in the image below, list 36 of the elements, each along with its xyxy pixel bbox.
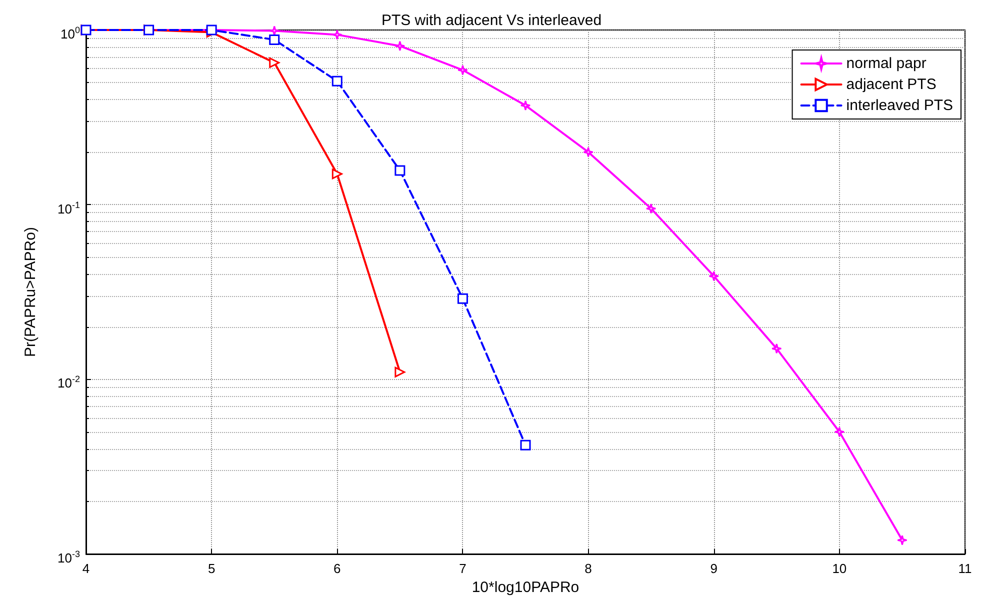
- legend-label: adjacent PTS: [846, 76, 936, 93]
- x-tick-label: 6: [334, 561, 341, 576]
- point: [771, 343, 782, 354]
- point: [646, 203, 656, 214]
- point: [394, 40, 406, 52]
- point: [394, 165, 406, 176]
- point: [332, 76, 342, 86]
- y-tick-label: 10$^{0}$: [60, 24, 80, 44]
- legend-label: normal papr: [846, 55, 926, 72]
- point: [896, 534, 908, 546]
- point: [269, 57, 280, 68]
- point: [583, 146, 594, 158]
- x-tick-label: 10: [832, 561, 847, 576]
- x-tick-label: 4: [82, 561, 90, 576]
- y-tick-label: 10$^{-3}$: [56, 548, 80, 568]
- x-tick-label: 11: [958, 561, 972, 576]
- point: [394, 366, 406, 378]
- point: [708, 270, 720, 282]
- chart-title: PTS with adjacent Vs interleaved: [381, 12, 602, 29]
- y-tick-label: 10$^{-2}$: [56, 373, 80, 393]
- point: [520, 100, 531, 111]
- x-axis-title: 10*log10PAPRo: [472, 579, 580, 596]
- point: [520, 440, 531, 450]
- x-tick-label: 5: [208, 561, 216, 576]
- y-axis-title: Pr(PAPRu>PAPRo): [22, 227, 39, 357]
- point: [332, 168, 342, 180]
- point: [269, 34, 280, 45]
- point: [457, 64, 468, 76]
- x-tick-label: 8: [584, 561, 592, 576]
- point: [834, 426, 845, 438]
- x-tick-label: 7: [459, 561, 466, 576]
- y-tick-label: 10$^{-1}$: [56, 198, 80, 218]
- x-tick-label: 9: [710, 561, 718, 576]
- point: [332, 29, 342, 40]
- point: [457, 293, 468, 304]
- legend-label: interleaved PTS: [846, 97, 954, 114]
